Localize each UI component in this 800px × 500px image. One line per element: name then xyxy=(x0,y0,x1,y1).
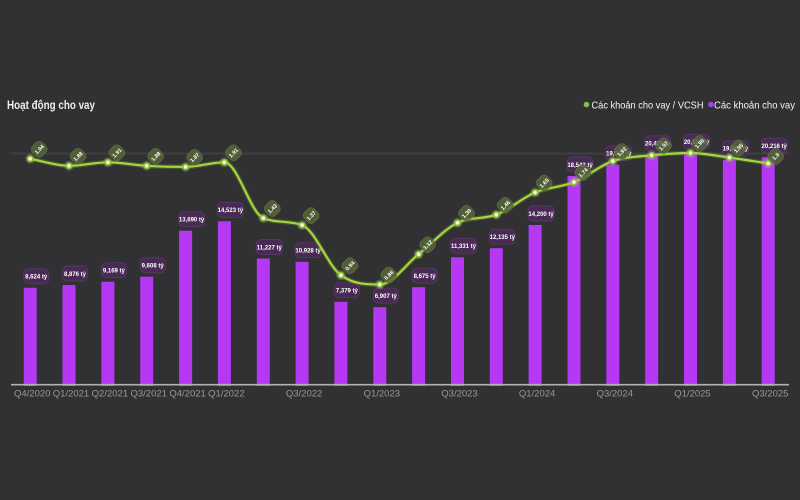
svg-text:1.91: 1.91 xyxy=(112,148,124,160)
svg-text:Q1/2023: Q1/2023 xyxy=(364,389,400,400)
svg-text:1.95: 1.95 xyxy=(733,143,745,155)
svg-text:1.88: 1.88 xyxy=(150,151,162,163)
svg-text:10,928 tỷ: 10,928 tỷ xyxy=(295,249,321,255)
svg-text:Hoạt động cho vay: Hoạt động cho vay xyxy=(7,98,95,112)
svg-text:Q3/2021: Q3/2021 xyxy=(130,389,166,400)
svg-text:0.86: 0.86 xyxy=(384,270,396,282)
svg-text:Q3/2025: Q3/2025 xyxy=(752,389,788,400)
svg-text:1.88: 1.88 xyxy=(73,151,85,163)
svg-text:Q1/2021: Q1/2021 xyxy=(53,389,89,400)
svg-text:Q1/2024: Q1/2024 xyxy=(519,389,555,400)
svg-text:Các khoản cho vay / VCSH: Các khoản cho vay / VCSH xyxy=(592,100,704,112)
svg-text:13,690 tỷ: 13,690 tỷ xyxy=(179,218,205,224)
svg-text:1.46: 1.46 xyxy=(500,200,512,212)
svg-text:Q3/2022: Q3/2022 xyxy=(286,389,322,400)
svg-text:1.91: 1.91 xyxy=(228,148,240,160)
svg-text:1.92: 1.92 xyxy=(617,146,629,158)
svg-text:Q4/2021: Q4/2021 xyxy=(169,389,205,400)
svg-text:1.43: 1.43 xyxy=(267,203,279,215)
svg-text:1.65: 1.65 xyxy=(539,178,551,190)
svg-text:11,227 tỷ: 11,227 tỷ xyxy=(257,245,283,251)
svg-text:8,675 tỷ: 8,675 tỷ xyxy=(414,274,437,280)
svg-text:6,907 tỷ: 6,907 tỷ xyxy=(375,294,398,300)
svg-text:9,169 tỷ: 9,169 tỷ xyxy=(103,269,126,275)
svg-text:8,876 tỷ: 8,876 tỷ xyxy=(64,272,87,278)
svg-text:Q4/2020: Q4/2020 xyxy=(14,389,50,400)
svg-text:11,331 tỷ: 11,331 tỷ xyxy=(451,244,477,250)
svg-text:1.87: 1.87 xyxy=(189,152,201,164)
svg-text:7,379 tỷ: 7,379 tỷ xyxy=(336,289,359,295)
svg-text:1.39: 1.39 xyxy=(461,208,473,220)
svg-text:Q1/2022: Q1/2022 xyxy=(208,389,244,400)
svg-text:1.37: 1.37 xyxy=(306,210,318,222)
svg-text:20,216 tỷ: 20,216 tỷ xyxy=(762,144,788,150)
svg-text:12,135 tỷ: 12,135 tỷ xyxy=(490,235,516,241)
svg-text:9,608 tỷ: 9,608 tỷ xyxy=(142,264,165,270)
svg-text:14,523 tỷ: 14,523 tỷ xyxy=(218,208,244,214)
svg-text:1.99: 1.99 xyxy=(694,138,706,150)
svg-text:14,200 tỷ: 14,200 tỷ xyxy=(528,212,554,218)
svg-text:1.12: 1.12 xyxy=(422,239,434,251)
svg-text:1.9: 1.9 xyxy=(772,152,782,162)
svg-text:8,624 tỷ: 8,624 tỷ xyxy=(25,275,48,281)
svg-text:Q3/2024: Q3/2024 xyxy=(597,389,633,400)
svg-text:Q2/2021: Q2/2021 xyxy=(92,389,128,400)
svg-text:1.97: 1.97 xyxy=(658,141,670,153)
svg-text:Q1/2025: Q1/2025 xyxy=(674,389,710,400)
svg-text:Q3/2023: Q3/2023 xyxy=(441,389,477,400)
svg-text:Các khoản cho vay: Các khoản cho vay xyxy=(714,100,796,112)
